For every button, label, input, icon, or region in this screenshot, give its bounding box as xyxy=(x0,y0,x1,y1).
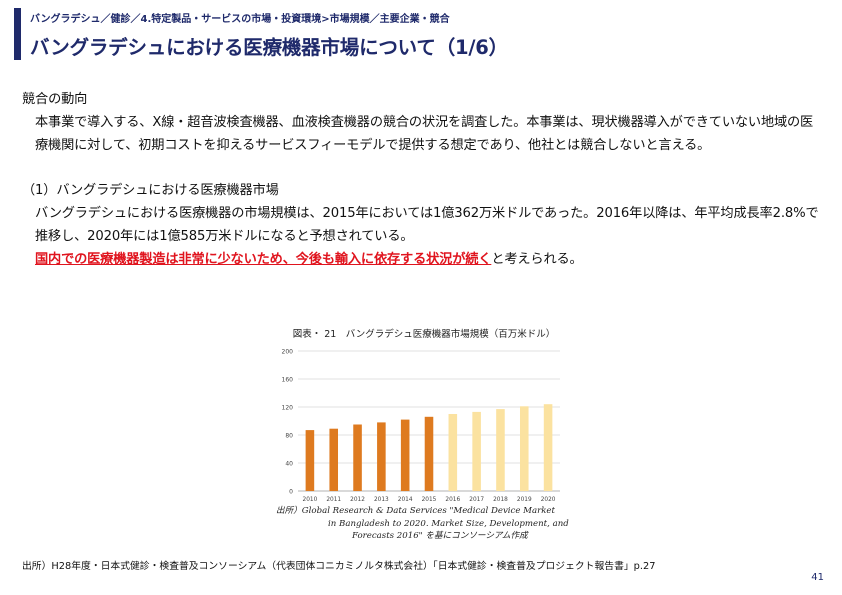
highlight-suffix: と考えられる。 xyxy=(491,252,583,267)
bar-2015 xyxy=(424,416,434,491)
body-text: 競合の動向 本事業で導入する、X線・超音波検査機器、血液検査機器の競合の状況を調… xyxy=(22,88,822,271)
highlight-line: 国内での医療機器製造は非常に少ないため、今後も輸入に依存する状況が続くと考えられ… xyxy=(22,248,822,271)
section1-heading: 競合の動向 xyxy=(22,92,88,107)
section-spacer xyxy=(22,157,822,179)
x-tick-label: 2012 xyxy=(350,497,365,503)
x-tick-label: 2013 xyxy=(374,497,389,503)
bar-2014 xyxy=(400,419,410,491)
x-tick-label: 2010 xyxy=(303,497,318,503)
y-tick-label: 200 xyxy=(282,349,294,356)
x-tick-label: 2020 xyxy=(541,497,556,503)
bar-2018 xyxy=(496,409,505,491)
x-tick-label: 2017 xyxy=(469,497,484,503)
market-size-chart: 0 40 80 120 160 200 2010 2011 2012 2013 2014 2015 20… xyxy=(282,349,560,503)
section2-paragraph: バングラデシュにおける医療機器の市場規模は、2015年においては1億362万米ド… xyxy=(35,206,819,244)
x-tick-label: 2016 xyxy=(445,497,460,503)
footnote: 出所）H28年度・日本式健診・検査普及コンソーシアム（代表団体コニカミノルタ株式… xyxy=(22,561,656,572)
y-tick-label: 80 xyxy=(285,433,293,440)
bar-2017 xyxy=(472,411,481,491)
figure-source-line1: 出所）Global Research & Data Services "Medi… xyxy=(276,506,555,516)
y-tick-label: 40 xyxy=(285,461,293,468)
bar-2019 xyxy=(519,406,529,491)
page-title: バングラデシュにおける医療機器市場について（1/6） xyxy=(30,36,508,59)
highlight-text: 国内での医療機器製造は非常に少ないため、今後も輸入に依存する状況が続く xyxy=(35,252,492,267)
bar-2016 xyxy=(448,414,458,491)
y-tick-label: 0 xyxy=(289,489,293,496)
x-tick-label: 2015 xyxy=(422,497,437,503)
y-tick-label: 160 xyxy=(282,377,294,384)
bar-2011 xyxy=(329,428,339,491)
figure-source-line3: Forecasts 2016" を基にコンソーシアム作成 xyxy=(352,531,528,541)
breadcrumb: バングラデシュ／健診／4.特定製品・サービスの市場・投資環境>市場規模／主要企業… xyxy=(30,14,450,25)
section2-heading: （1）バングラデシュにおける医療機器市場 xyxy=(22,183,279,198)
market-size-figure: 図表・ 21 バングラデシュ医療機器市場規模（百万米ドル） 0 40 80 120 16… xyxy=(272,325,576,553)
bar-2020 xyxy=(543,404,553,491)
page-number: 41 xyxy=(811,572,824,583)
x-tick-label: 2019 xyxy=(517,497,532,503)
header-accent-bar xyxy=(14,8,21,60)
figure-source-line2: in Bangladesh to 2020. Market Size, Deve… xyxy=(328,518,569,529)
bar-2012 xyxy=(353,424,362,491)
bar-2013 xyxy=(377,422,386,491)
section1-paragraph: 本事業で導入する、X線・超音波検査機器、血液検査機器の競合の状況を調査した。本事… xyxy=(35,115,814,153)
x-tick-label: 2011 xyxy=(326,497,341,503)
y-tick-label: 120 xyxy=(282,405,294,412)
figure-title: 図表・ 21 バングラデシュ医療機器市場規模（百万米ドル） xyxy=(292,329,556,340)
x-tick-label: 2018 xyxy=(493,497,508,503)
figure-source: 出所）Global Research & Data Services "Medi… xyxy=(276,505,576,543)
x-tick-label: 2014 xyxy=(398,497,413,503)
bar-2010 xyxy=(305,430,315,491)
